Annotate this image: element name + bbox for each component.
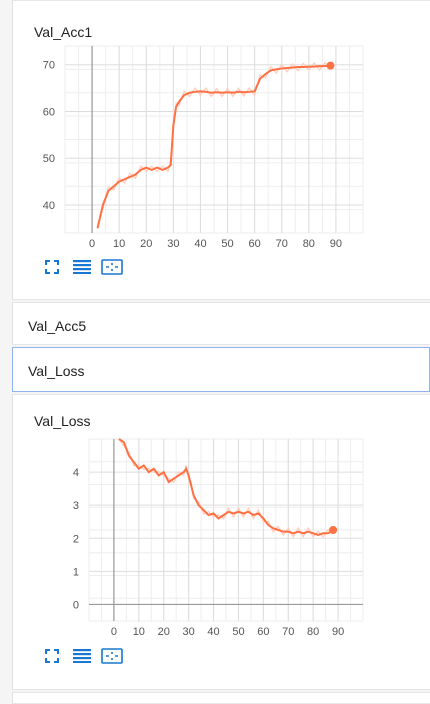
series-line [96,64,331,229]
chart-card-val-acc1: Val_Acc1 0 10 20 30 40 50 60 70 80 90 40 50 60 70 [12,0,430,300]
x-tick-label: 30 [167,238,179,250]
val-acc1-chart: 0 10 20 30 40 50 60 70 80 90 40 50 60 70 [43,45,364,250]
x-tick-label: 90 [332,626,344,638]
y-tick-label: 0 [73,599,79,611]
chart-card-val-loss-header[interactable]: Val_Loss [12,347,430,392]
chart-toolbar [41,258,141,276]
x-tick-label: 20 [140,238,152,250]
x-tick-label: 60 [249,238,261,250]
x-tick-label: 70 [282,626,294,638]
x-tick-label: 70 [276,238,288,250]
x-tick-label: 10 [113,238,125,250]
x-tick-label: 40 [194,238,206,250]
y-tick-label: 70 [43,60,55,72]
y-tick-label: 50 [43,153,55,165]
y-tick-label: 60 [43,106,55,118]
chart-title: Val_Loss [34,413,91,429]
x-tick-label: 40 [207,626,219,638]
chart-card-val-loss: Val_Loss 0 10 20 30 40 50 60 70 80 90 0 1 2 3 4 [12,394,430,690]
x-tick-label: 0 [111,626,117,638]
x-tick-label: 90 [330,238,342,250]
list-icon[interactable] [71,647,93,665]
chart-title: Val_Acc1 [34,24,93,40]
chart-toolbar [41,647,141,665]
val-loss-chart: 0 10 20 30 40 50 60 70 80 90 0 1 2 3 4 [73,438,364,638]
x-tick-label: 0 [89,238,95,250]
y-tick-label: 2 [73,533,79,545]
fullscreen-icon[interactable] [41,647,63,665]
list-icon[interactable] [71,258,93,276]
last-point-marker [329,526,338,534]
x-tick-label: 30 [183,626,195,638]
fullscreen-icon[interactable] [41,258,63,276]
x-tick-label: 50 [221,238,233,250]
x-tick-label: 50 [232,626,244,638]
x-tick-label: 10 [133,626,145,638]
chart-card-val-acc5[interactable]: Val_Acc5 [12,302,430,345]
series-line [118,438,334,537]
x-tick-label: 80 [303,238,315,250]
last-point-marker [326,61,335,70]
x-tick-label: 20 [158,626,170,638]
next-chart-card [12,692,430,704]
y-tick-label: 4 [73,467,79,479]
card-title: Val_Acc5 [28,318,87,334]
y-tick-label: 3 [73,500,79,512]
x-tick-label: 60 [257,626,269,638]
card-title: Val_Loss [28,363,85,379]
y-tick-label: 1 [73,566,79,578]
fit-domain-icon[interactable] [101,647,123,665]
x-tick-label: 80 [307,626,319,638]
y-tick-label: 40 [43,200,55,212]
fit-domain-icon[interactable] [101,258,123,276]
